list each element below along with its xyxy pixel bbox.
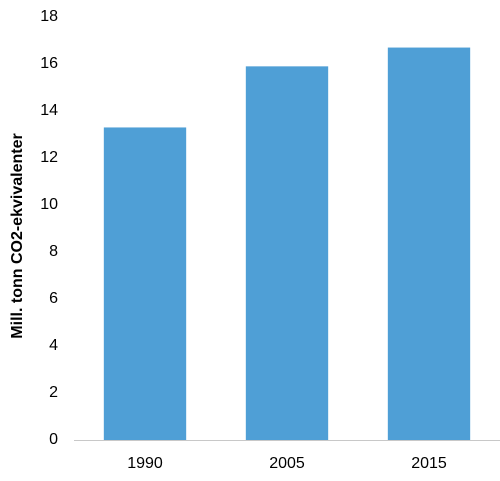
y-tick-label: 6	[49, 290, 58, 307]
x-tick-label: 1990	[127, 455, 163, 472]
bars	[103, 47, 471, 441]
bar-2015	[387, 47, 471, 441]
bar-1990	[103, 127, 187, 440]
y-tick-label: 18	[40, 8, 58, 25]
y-tick-label: 10	[40, 196, 58, 213]
x-tick-label: 2005	[269, 455, 305, 472]
y-tick-label: 4	[49, 337, 58, 354]
y-tick-label: 0	[49, 431, 58, 448]
y-axis-title: Mill. tonn CO2-ekvivalenter	[9, 133, 26, 338]
y-tick-label: 14	[40, 102, 58, 119]
y-tick-label: 16	[40, 55, 58, 72]
bar-2005	[245, 66, 329, 440]
y-tick-label: 2	[49, 384, 58, 401]
y-axis-tick-labels: 0 2 4 6 8 10 12 14 16 18	[40, 8, 58, 448]
x-tick-label: 2015	[411, 455, 447, 472]
y-tick-label: 8	[49, 243, 58, 260]
x-axis-tick-labels: 1990 2005 2015	[127, 455, 447, 472]
y-tick-label: 12	[40, 149, 58, 166]
